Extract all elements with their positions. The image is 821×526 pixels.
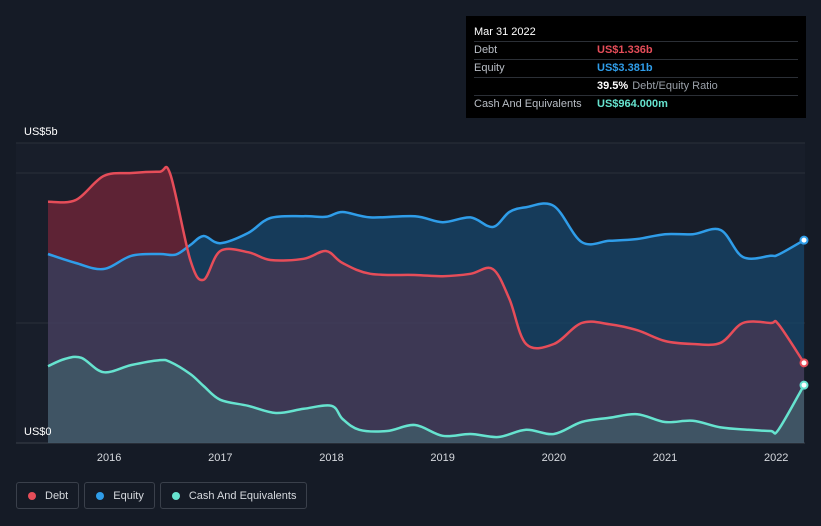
legend-dot-icon [171, 491, 180, 500]
tooltip-row-debt: Debt US$1.336b [474, 41, 798, 59]
tooltip-ratio-label: Debt/Equity Ratio [632, 80, 718, 92]
x-tick-label: 2020 [542, 452, 566, 464]
y-axis-top-label: US$5b [24, 126, 58, 138]
x-tick-label: 2018 [319, 452, 343, 464]
area-fills [48, 167, 804, 444]
debt-area [48, 167, 804, 444]
tooltip-label: Equity [474, 62, 505, 74]
tooltip-row-equity: Equity US$3.381b [474, 59, 798, 77]
tooltip-value: 39.5% [597, 80, 629, 92]
debt-line [47, 165, 806, 364]
data-tooltip: Mar 31 2022 Debt US$1.336b Equity US$3.3… [466, 16, 806, 118]
x-axis-ticks: 2016 2017 2018 2019 2020 2021 2022 [97, 452, 789, 464]
debt-end-marker [799, 358, 809, 368]
tooltip-value: US$964.000m [597, 98, 668, 110]
tooltip-row-cash: Cash And Equivalents US$964.000m [474, 95, 798, 113]
end-markers [799, 235, 809, 390]
x-tick-label: 2022 [764, 452, 788, 464]
tooltip-value: US$1.336b [597, 44, 653, 56]
cash-and-equivalents-end-marker [799, 380, 809, 390]
equity-line [47, 202, 805, 271]
legend-item-debt[interactable]: Debt [16, 482, 80, 509]
x-tick-label: 2019 [430, 452, 454, 464]
legend-label: Debt [45, 489, 69, 502]
y-axis-bottom-label: US$0 [24, 426, 52, 438]
chart-legend: Debt Equity Cash And Equivalents [16, 482, 312, 509]
x-tick-label: 2016 [97, 452, 121, 464]
equity-end-marker [799, 235, 809, 245]
cash-and-equivalents-area [48, 356, 804, 443]
legend-item-equity[interactable]: Equity [84, 482, 155, 509]
tooltip-label: Debt [474, 44, 498, 56]
x-tick-label: 2017 [208, 452, 232, 464]
tooltip-value: US$3.381b [597, 62, 653, 74]
x-tick-label: 2021 [653, 452, 677, 464]
legend-item-cash[interactable]: Cash And Equivalents [159, 482, 308, 509]
tooltip-row-ratio: 39.5% Debt/Equity Ratio [474, 77, 798, 95]
tooltip-label [474, 78, 597, 95]
legend-label: Equity [113, 489, 144, 502]
cash-and-equivalents-line [47, 355, 806, 439]
legend-label: Cash And Equivalents [188, 489, 297, 502]
series-lines [47, 165, 806, 439]
tooltip-date: Mar 31 2022 [474, 26, 536, 38]
legend-dot-icon [96, 491, 105, 500]
legend-dot-icon [28, 491, 36, 500]
tooltip-label: Cash And Equivalents [474, 98, 582, 110]
